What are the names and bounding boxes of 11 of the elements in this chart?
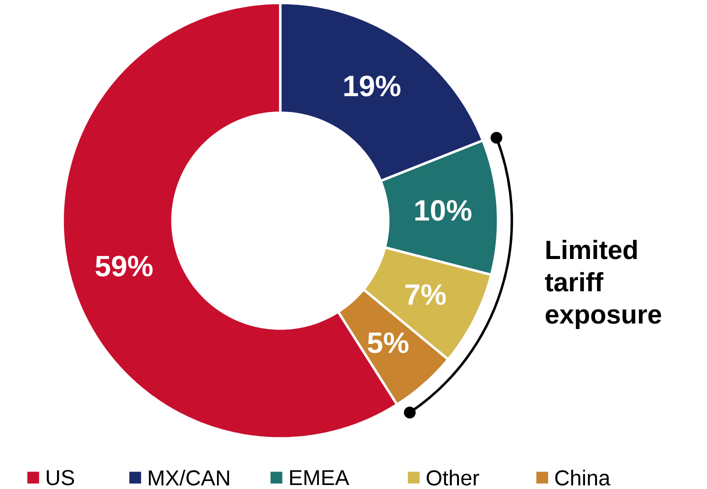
data-label: 10% bbox=[415, 200, 472, 221]
legend-label: US bbox=[46, 470, 74, 486]
data-label: 7% bbox=[406, 284, 446, 305]
data-label: 5% bbox=[368, 332, 408, 353]
legend-label: EMEA bbox=[290, 470, 350, 485]
legend-label: MX/CAN bbox=[148, 470, 230, 486]
data-label: 19% bbox=[344, 75, 400, 96]
legend-label: Other bbox=[426, 470, 480, 486]
text: Limited tariff exposure bbox=[545, 240, 662, 329]
data-label: 59% bbox=[96, 256, 153, 276]
legend-label: China bbox=[555, 470, 610, 486]
